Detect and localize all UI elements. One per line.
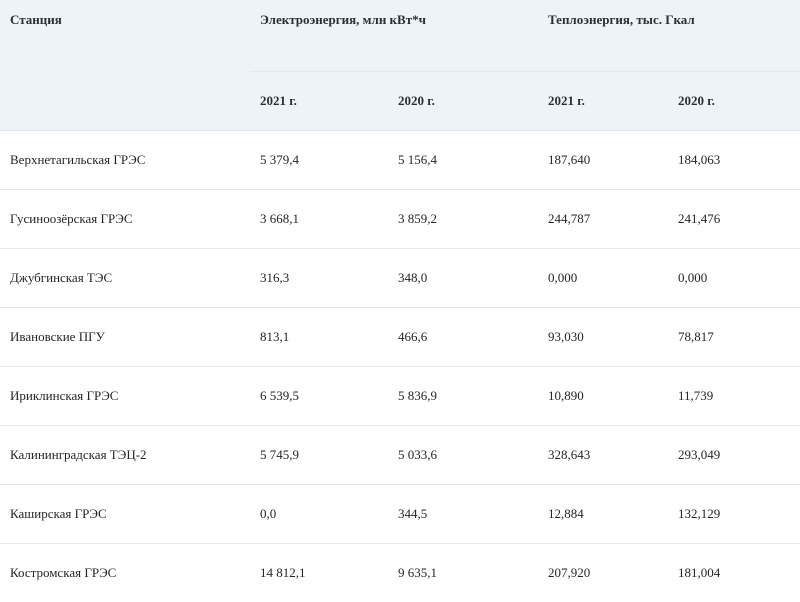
cell-station: Ириклинская ГРЭС (0, 367, 250, 426)
table-row: Ивановские ПГУ 813,1 466,6 93,030 78,817 (0, 308, 800, 367)
header-year-heat-2020: 2020 г. (668, 72, 800, 131)
cell-el-2020: 9 635,1 (388, 544, 538, 602)
cell-el-2021: 14 812,1 (250, 544, 388, 602)
header-electricity: Электроэнергия, млн кВт*ч (250, 0, 538, 72)
cell-el-2020: 466,6 (388, 308, 538, 367)
cell-station: Каширская ГРЭС (0, 485, 250, 544)
table-header: Станция Электроэнергия, млн кВт*ч Теплоэ… (0, 0, 800, 131)
cell-station: Верхнетагильская ГРЭС (0, 131, 250, 190)
header-row-groups: Станция Электроэнергия, млн кВт*ч Теплоэ… (0, 0, 800, 72)
table-row: Джубгинская ТЭС 316,3 348,0 0,000 0,000 (0, 249, 800, 308)
cell-heat-2020: 241,476 (668, 190, 800, 249)
cell-heat-2021: 207,920 (538, 544, 668, 602)
cell-el-2021: 5 379,4 (250, 131, 388, 190)
cell-el-2020: 5 836,9 (388, 367, 538, 426)
cell-el-2020: 348,0 (388, 249, 538, 308)
cell-station: Гусиноозёрская ГРЭС (0, 190, 250, 249)
cell-heat-2020: 293,049 (668, 426, 800, 485)
cell-station: Костромская ГРЭС (0, 544, 250, 602)
cell-el-2021: 6 539,5 (250, 367, 388, 426)
table-row: Верхнетагильская ГРЭС 5 379,4 5 156,4 18… (0, 131, 800, 190)
cell-el-2020: 5 156,4 (388, 131, 538, 190)
cell-el-2021: 3 668,1 (250, 190, 388, 249)
table-row: Калининградская ТЭЦ-2 5 745,9 5 033,6 32… (0, 426, 800, 485)
cell-heat-2021: 328,643 (538, 426, 668, 485)
header-year-el-2020: 2020 г. (388, 72, 538, 131)
cell-heat-2021: 93,030 (538, 308, 668, 367)
header-heat: Теплоэнергия, тыс. Гкал (538, 0, 800, 72)
cell-heat-2021: 10,890 (538, 367, 668, 426)
cell-station: Калининградская ТЭЦ-2 (0, 426, 250, 485)
cell-heat-2020: 132,129 (668, 485, 800, 544)
cell-station: Ивановские ПГУ (0, 308, 250, 367)
cell-el-2021: 813,1 (250, 308, 388, 367)
table-row: Ириклинская ГРЭС 6 539,5 5 836,9 10,890 … (0, 367, 800, 426)
cell-heat-2020: 78,817 (668, 308, 800, 367)
cell-el-2020: 5 033,6 (388, 426, 538, 485)
cell-el-2021: 5 745,9 (250, 426, 388, 485)
header-station: Станция (0, 0, 250, 131)
header-year-heat-2021: 2021 г. (538, 72, 668, 131)
cell-el-2020: 3 859,2 (388, 190, 538, 249)
cell-heat-2021: 12,884 (538, 485, 668, 544)
cell-el-2021: 316,3 (250, 249, 388, 308)
cell-heat-2020: 11,739 (668, 367, 800, 426)
table-row: Гусиноозёрская ГРЭС 3 668,1 3 859,2 244,… (0, 190, 800, 249)
cell-heat-2021: 244,787 (538, 190, 668, 249)
cell-heat-2021: 187,640 (538, 131, 668, 190)
cell-heat-2020: 0,000 (668, 249, 800, 308)
cell-heat-2021: 0,000 (538, 249, 668, 308)
cell-heat-2020: 181,004 (668, 544, 800, 602)
table-body: Верхнетагильская ГРЭС 5 379,4 5 156,4 18… (0, 131, 800, 602)
header-year-el-2021: 2021 г. (250, 72, 388, 131)
cell-el-2020: 344,5 (388, 485, 538, 544)
cell-station: Джубгинская ТЭС (0, 249, 250, 308)
cell-el-2021: 0,0 (250, 485, 388, 544)
table-row: Каширская ГРЭС 0,0 344,5 12,884 132,129 (0, 485, 800, 544)
table-row: Костромская ГРЭС 14 812,1 9 635,1 207,92… (0, 544, 800, 602)
cell-heat-2020: 184,063 (668, 131, 800, 190)
